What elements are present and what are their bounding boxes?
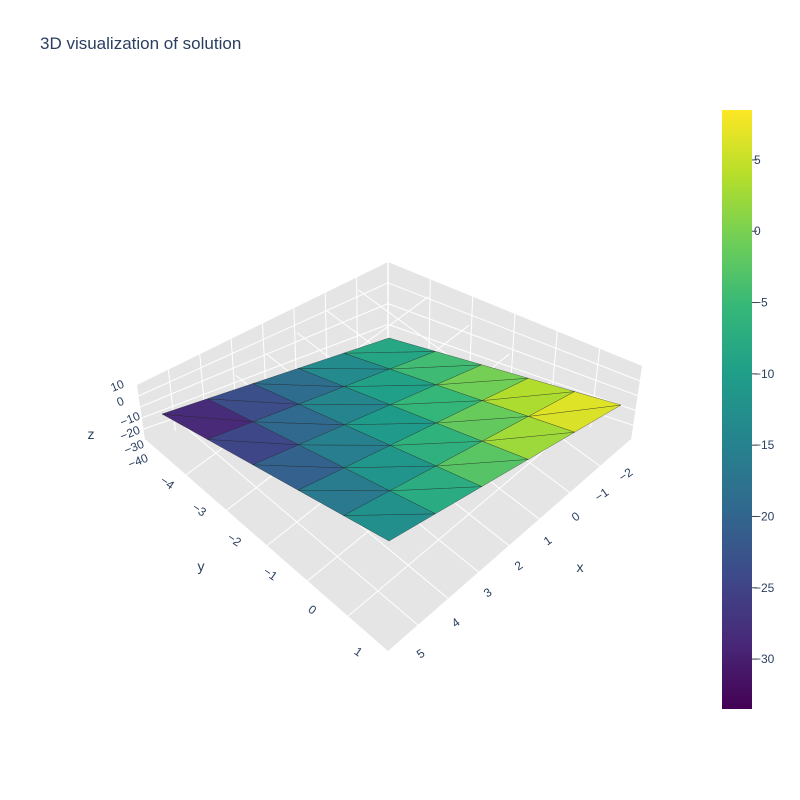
colorbar-ticks: 5 0 −5 −10 −15 −20 −25 −30 (752, 153, 775, 666)
colorbar-gradient (722, 110, 752, 709)
surface-facet (390, 422, 483, 446)
surface-facet (389, 465, 482, 492)
chart-title: 3D visualization of solution (40, 34, 242, 53)
surface-facet (390, 384, 483, 406)
colorbar-tick-label: −5 (754, 296, 768, 310)
surface-facet (343, 490, 436, 516)
surface-facet (435, 440, 529, 467)
colorbar-tick-label: 5 (754, 153, 761, 167)
colorbar-tick-label: −15 (754, 438, 775, 452)
grid-line (387, 282, 640, 382)
colorbar-tick-label: −20 (754, 509, 775, 523)
x-tick-label: 0 (569, 509, 583, 524)
y-tick-label: −3 (190, 500, 210, 520)
surface-facet (298, 467, 390, 492)
surface-facet (482, 377, 575, 401)
surface-facet (343, 337, 436, 354)
colorbar: 5 0 −5 −10 −15 −20 −25 −30 (722, 110, 775, 709)
grid-line (141, 323, 389, 419)
surface-facet (298, 352, 390, 370)
y-tick-label: −1 (261, 564, 281, 584)
colorbar-tick-label: −30 (754, 652, 775, 666)
surface-facet (389, 351, 482, 370)
colorbar-tick-label: 0 (754, 224, 761, 238)
surface-facet (252, 368, 345, 387)
surface-facet (252, 444, 345, 469)
x-tick-label: −1 (592, 485, 612, 505)
surface-facet (161, 398, 254, 423)
z-axis: 10 0 −10 −20 −30 −40 z (88, 377, 151, 472)
surface-facet (207, 421, 299, 446)
grid-line (138, 282, 389, 397)
surface-facet (344, 445, 437, 469)
colorbar-tick-label: −25 (754, 581, 775, 595)
surface-facet (344, 368, 437, 387)
y-axis-title: y (198, 558, 205, 574)
z-tick-label: 0 (115, 394, 127, 410)
y-tick-label: 1 (352, 644, 366, 659)
z-tick-label: 10 (108, 377, 126, 395)
x-tick-label: 3 (481, 585, 495, 600)
surface-facet (298, 424, 391, 446)
surface-facet (482, 416, 575, 442)
surface-facet (344, 404, 437, 426)
x-tick-label: 2 (512, 558, 526, 573)
surface-mesh (161, 337, 622, 542)
surface-facet (207, 383, 299, 405)
surface-facet (298, 386, 391, 406)
grid-line (140, 303, 389, 408)
y-tick-label: −2 (225, 530, 245, 550)
x-tick-label: −2 (616, 465, 636, 485)
x-tick-label: 4 (449, 615, 463, 630)
grid-line (387, 323, 636, 411)
surface-facet (435, 364, 529, 386)
surface-3d-plot[interactable]: 10 0 −10 −20 −30 −40 z −4 −3 −2 −1 0 1 y… (0, 0, 700, 800)
surface-facet (528, 391, 622, 417)
surface-facet (436, 400, 529, 424)
x-tick-label: 1 (541, 533, 555, 548)
y-tick-label: −4 (158, 473, 178, 493)
x-axis-title: x (577, 559, 584, 575)
colorbar-tick-label: −10 (754, 367, 775, 381)
grid-line (387, 303, 638, 397)
x-tick-label: 5 (414, 646, 428, 661)
y-tick-label: 0 (306, 602, 320, 617)
z-axis-title: z (88, 426, 95, 442)
surface-facet (252, 403, 345, 426)
